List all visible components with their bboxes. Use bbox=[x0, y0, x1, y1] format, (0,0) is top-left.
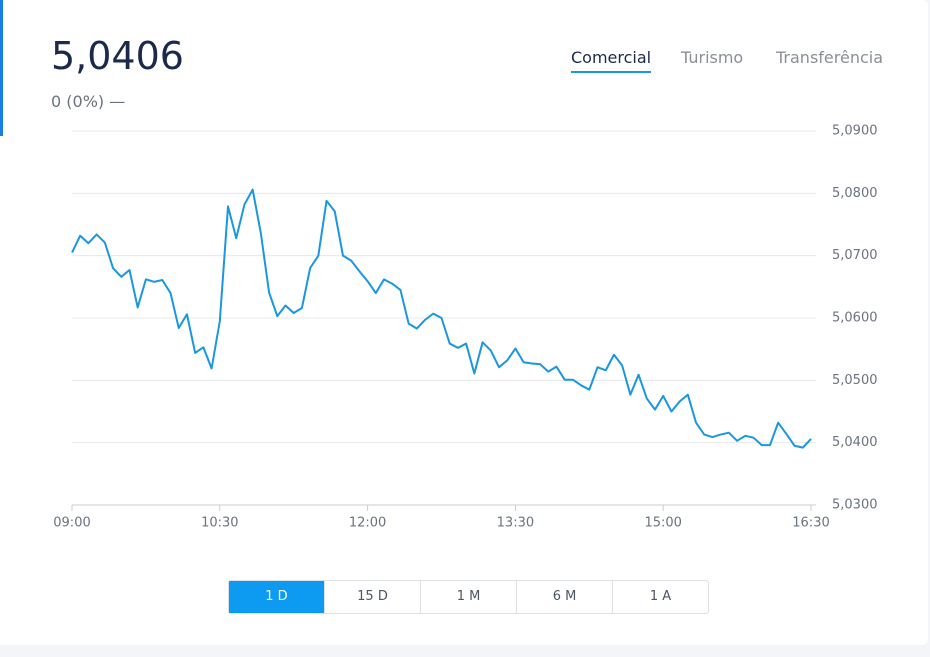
range-button[interactable]: 15 D bbox=[324, 581, 420, 613]
accent-strip bbox=[0, 0, 3, 136]
range-selector: 1 D 15 D 1 M 6 M 1 A bbox=[228, 580, 709, 614]
tab[interactable]: Comercial bbox=[571, 48, 652, 73]
y-tick-label: 5,0400 bbox=[832, 435, 878, 450]
range-button[interactable]: 1 M bbox=[420, 581, 516, 613]
change-value: 0 (0%) bbox=[51, 92, 105, 111]
x-tick-label: 10:30 bbox=[201, 516, 238, 531]
y-tick-label: 5,0600 bbox=[832, 311, 878, 326]
range-button[interactable]: 1 A bbox=[612, 581, 708, 613]
y-tick-label: 5,0900 bbox=[832, 124, 878, 139]
x-tick-label: 12:00 bbox=[349, 516, 386, 531]
x-tick-label: 13:30 bbox=[497, 516, 534, 531]
price-line bbox=[71, 188, 812, 449]
trend-icon: — bbox=[109, 92, 126, 111]
x-tick-label: 15:00 bbox=[644, 516, 681, 531]
price: 5,0406 bbox=[51, 34, 184, 78]
range-button[interactable]: 1 D bbox=[229, 581, 324, 613]
widget-card: 5,0406 0 (0%) — Comercial Turismo Transf… bbox=[0, 0, 928, 645]
tab[interactable]: Turismo bbox=[681, 48, 744, 67]
chart: 5,0300 5,0400 5,0500 5,0600 5,0700 5,0800 5,09… bbox=[53, 124, 878, 531]
x-tick-label: 16:30 bbox=[792, 516, 829, 531]
y-tick-label: 5,0300 bbox=[832, 498, 878, 513]
y-tick-label: 5,0700 bbox=[832, 248, 878, 263]
tab[interactable]: Transferência bbox=[776, 48, 884, 67]
change: 0 (0%) — bbox=[51, 92, 125, 111]
y-tick-label: 5,0800 bbox=[832, 186, 878, 201]
range-button[interactable]: 6 M bbox=[516, 581, 612, 613]
y-tick-label: 5,0500 bbox=[832, 373, 878, 388]
x-tick-label: 09:00 bbox=[53, 516, 90, 531]
